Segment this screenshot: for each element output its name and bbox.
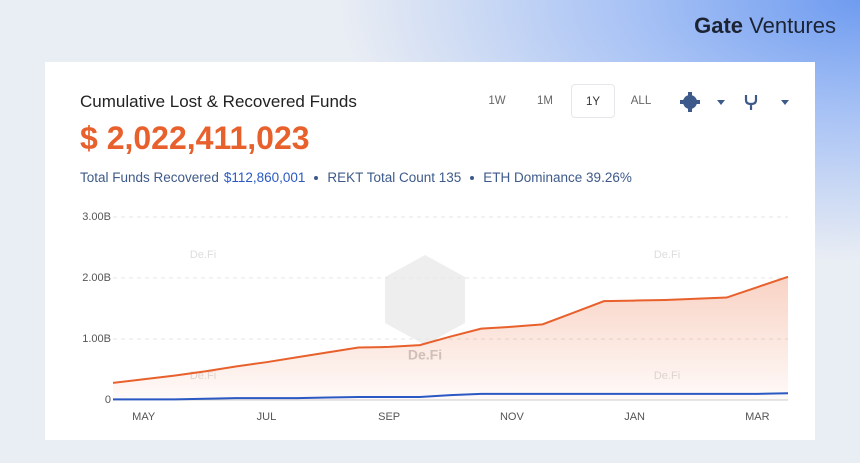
watermark: De.Fi	[190, 249, 216, 261]
x-tick-label: SEP	[378, 411, 400, 423]
stats: Total Funds Recovered $112,860,001 REKT …	[80, 170, 632, 185]
x-tick-label: JUL	[257, 411, 277, 423]
x-tick-label: NOV	[500, 411, 525, 423]
series-line	[112, 275, 789, 384]
range-button[interactable]: 1Y	[571, 84, 615, 118]
x-tick-label: MAY	[132, 411, 156, 423]
fork-icon[interactable]	[744, 95, 758, 110]
total-lost: $ 2,022,411,023	[80, 120, 310, 156]
y-tick-label: 3.00B	[82, 211, 111, 223]
separator	[470, 175, 475, 180]
stat-value[interactable]: $112,860,001	[223, 170, 306, 185]
separator	[314, 175, 319, 180]
range-button[interactable]: ALL	[630, 95, 652, 107]
series-line	[113, 392, 789, 401]
watermark: De.Fi	[654, 249, 680, 261]
stat: REKT Total Count 135	[327, 170, 462, 185]
watermark-logo	[385, 255, 465, 345]
y-tick-label: 0	[105, 394, 111, 406]
settings-icon[interactable]	[680, 92, 700, 112]
dropdown-caret[interactable]	[717, 100, 725, 105]
y-tick-label: 2.00B	[82, 272, 111, 284]
stat-label: Total Funds Recovered	[80, 170, 219, 185]
brand-logo: Gate Ventures	[694, 13, 836, 39]
card-title: Cumulative Lost & Recovered Funds	[80, 92, 357, 111]
brand: Gate	[694, 13, 744, 38]
range-button[interactable]: 1M	[537, 95, 553, 107]
x-tick-label: MAR	[745, 411, 770, 423]
dropdown-caret[interactable]	[781, 100, 789, 105]
brand-suffix: Ventures	[749, 13, 836, 38]
y-tick-label: 1.00B	[82, 333, 111, 345]
stat: ETH Dominance 39.26%	[483, 170, 632, 185]
x-tick-label: JAN	[624, 411, 645, 423]
area	[113, 276, 788, 400]
range-buttons: 1W 1M 1Y ALL	[475, 84, 667, 118]
range-button[interactable]: 1W	[488, 95, 506, 107]
